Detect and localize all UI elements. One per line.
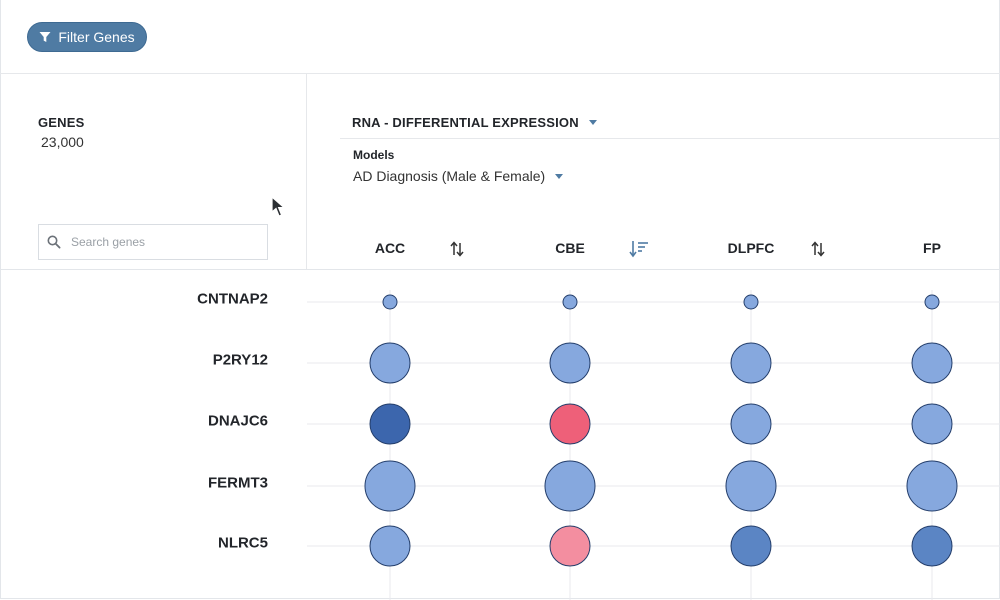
filter-genes-label: Filter Genes [58,29,135,45]
models-dropdown[interactable]: AD Diagnosis (Male & Female) [353,168,564,184]
bubble-cntnap2-acc[interactable] [382,294,398,310]
bubble-p2ry12-cbe[interactable] [549,342,591,384]
search-genes-input[interactable] [69,234,253,250]
bubble-dnajc6-cbe[interactable] [549,403,591,445]
tissue-header-cbe[interactable]: CBE [555,240,585,256]
bubble-dnajc6-fp[interactable] [911,403,953,445]
metric-selected-label: RNA - DIFFERENTIAL EXPRESSION [352,115,579,130]
header-divider [0,269,1000,270]
mouse-cursor-icon [271,196,286,217]
bubble-fermt3-cbe[interactable] [544,460,596,512]
bubble-fermt3-dlpfc[interactable] [725,460,777,512]
genes-count: 23,000 [41,134,84,150]
bubble-nlrc5-fp[interactable] [911,525,953,567]
bubble-dnajc6-acc[interactable] [369,403,411,445]
bubble-p2ry12-fp[interactable] [911,342,953,384]
bubble-dnajc6-dlpfc[interactable] [730,403,772,445]
metric-divider [340,138,1000,139]
filter-genes-button[interactable]: Filter Genes [27,22,147,52]
models-selected-label: AD Diagnosis (Male & Female) [353,168,546,184]
models-label: Models [353,148,395,162]
chevron-down-icon [588,120,597,125]
tissue-header-acc[interactable]: ACC [374,240,406,256]
bubble-p2ry12-acc[interactable] [369,342,411,384]
tissue-header-panel: RNA - DIFFERENTIAL EXPRESSION Models AD … [307,74,1000,269]
genes-heading: GENES [38,115,85,130]
search-genes-box[interactable] [38,224,268,260]
sort-toggle-icon[interactable] [810,240,826,258]
top-toolbar: Filter Genes [0,0,1000,74]
bubble-cntnap2-dlpfc[interactable] [743,294,759,310]
bubble-nlrc5-cbe[interactable] [549,525,591,567]
bubble-nlrc5-acc[interactable] [369,525,411,567]
chevron-down-icon [555,173,564,179]
bubble-cntnap2-cbe[interactable] [562,294,578,310]
gene-label-cntnap2[interactable]: CNTNAP2 [197,290,268,308]
gene-label-nlrc5[interactable]: NLRC5 [217,534,268,552]
bubble-p2ry12-dlpfc[interactable] [730,342,772,384]
bubble-fermt3-fp[interactable] [906,460,958,512]
funnel-icon [39,32,51,42]
gene-label-dnajc6[interactable]: DNAJC6 [207,412,268,430]
bubble-nlrc5-dlpfc[interactable] [730,525,772,567]
gene-label-fermt3[interactable]: FERMT3 [208,474,268,492]
genes-panel: GENES 23,000 [0,74,307,269]
gene-label-p2ry12[interactable]: P2RY12 [212,351,268,369]
tissue-header-fp[interactable]: FP [923,240,941,256]
sort-toggle-icon[interactable] [449,240,465,258]
bubble-fermt3-acc[interactable] [364,460,416,512]
metric-dropdown[interactable]: RNA - DIFFERENTIAL EXPRESSION [352,115,597,130]
bubble-cntnap2-fp[interactable] [924,294,940,310]
tissue-header-dlpfc[interactable]: DLPFC [727,240,775,256]
magnifier-icon [47,235,61,249]
sort-descending-icon[interactable] [629,240,651,258]
